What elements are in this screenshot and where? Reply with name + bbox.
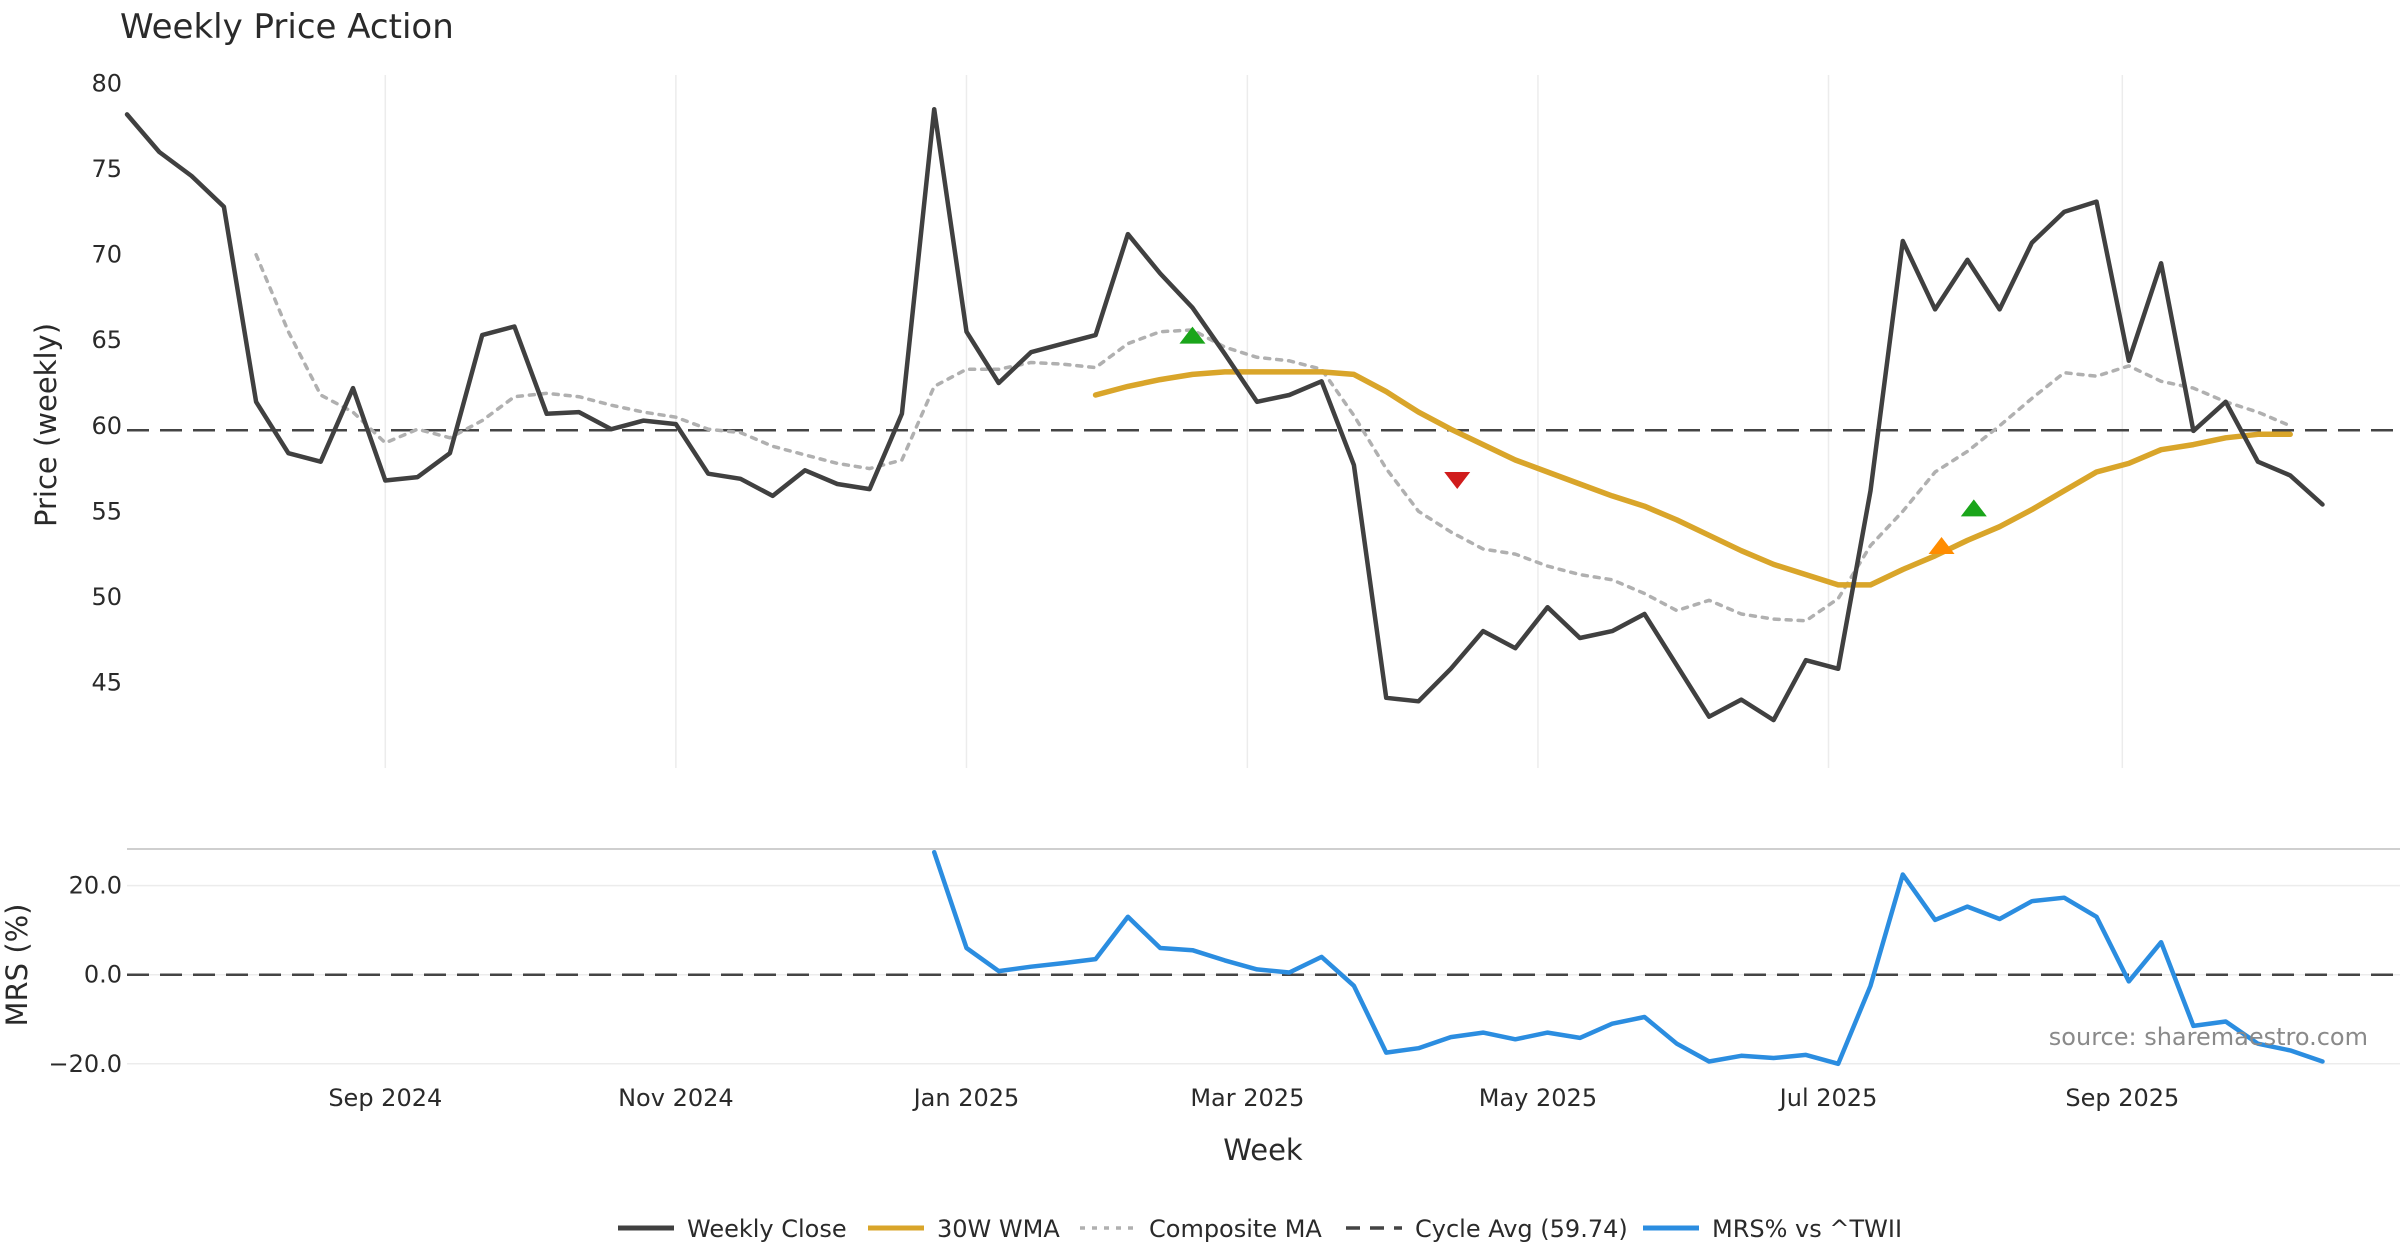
price-y-axis-title: Price (weekly) <box>29 323 63 527</box>
mrs-y-tick-label: −20.0 <box>48 1050 122 1078</box>
x-tick-label: Nov 2024 <box>618 1084 734 1112</box>
signal-marker-sell-1 <box>1444 472 1471 490</box>
price-y-ticks: 45 50 55 60 65 70 75 80 <box>91 70 122 697</box>
legend-label-3: Cycle Avg (59.74) <box>1415 1215 1628 1243</box>
chart-legend: Weekly Close 30W WMA Composite MA Cycle Avg… <box>618 1215 1902 1243</box>
x-tick-label: Jul 2025 <box>1778 1084 1878 1112</box>
mrs-y-ticks: 20.0 0.0 −20.0 <box>48 872 122 1078</box>
mrs-y-axis-title: MRS (%) <box>0 904 34 1027</box>
price-y-tick-label: 80 <box>91 70 122 98</box>
price-panel-grid <box>384 75 2124 768</box>
mrs-line <box>931 849 2325 1067</box>
legend-label-1: 30W WMA <box>937 1215 1060 1243</box>
x-tick-label: Sep 2024 <box>328 1084 442 1112</box>
x-tick-label: Jan 2025 <box>912 1084 1020 1112</box>
price-y-tick-label: 65 <box>91 326 122 354</box>
legend-label-4: MRS% vs ^TWII <box>1712 1215 1902 1243</box>
source-label: source: sharemaestro.com <box>2049 1023 2368 1051</box>
x-axis-title: Week <box>1223 1133 1303 1167</box>
x-tick-label: May 2025 <box>1479 1084 1597 1112</box>
price-y-tick-label: 55 <box>91 497 122 525</box>
price-y-tick-label: 50 <box>91 583 122 611</box>
x-tick-label: Mar 2025 <box>1190 1084 1304 1112</box>
signal-marker-buy-0 <box>1179 326 1206 344</box>
x-ticks: Sep 2024 Nov 2024 Jan 2025 Mar 2025 May 2025… <box>328 1084 2179 1112</box>
wma-30w-line <box>1092 369 2293 588</box>
mrs-y-tick-label: 20.0 <box>69 872 122 900</box>
signal-markers <box>1179 326 1987 555</box>
composite-ma-line <box>254 252 2292 623</box>
signal-marker-buy-2 <box>1928 537 1955 555</box>
weekly-close-line <box>124 106 2325 723</box>
mrs-series-group <box>931 849 2325 1067</box>
price-y-tick-label: 60 <box>91 412 122 440</box>
price-y-tick-label: 45 <box>91 668 122 696</box>
legend-label-0: Weekly Close <box>687 1215 847 1243</box>
x-tick-label: Sep 2025 <box>2065 1084 2179 1112</box>
mrs-y-tick-label: 0.0 <box>84 961 122 989</box>
signal-marker-buy-3 <box>1960 499 1987 517</box>
chart-title: Weekly Price Action <box>120 7 454 47</box>
price-y-tick-label: 70 <box>91 241 122 269</box>
price-y-tick-label: 75 <box>91 155 122 183</box>
price-series-group <box>124 106 2325 723</box>
legend-label-2: Composite MA <box>1149 1215 1322 1243</box>
